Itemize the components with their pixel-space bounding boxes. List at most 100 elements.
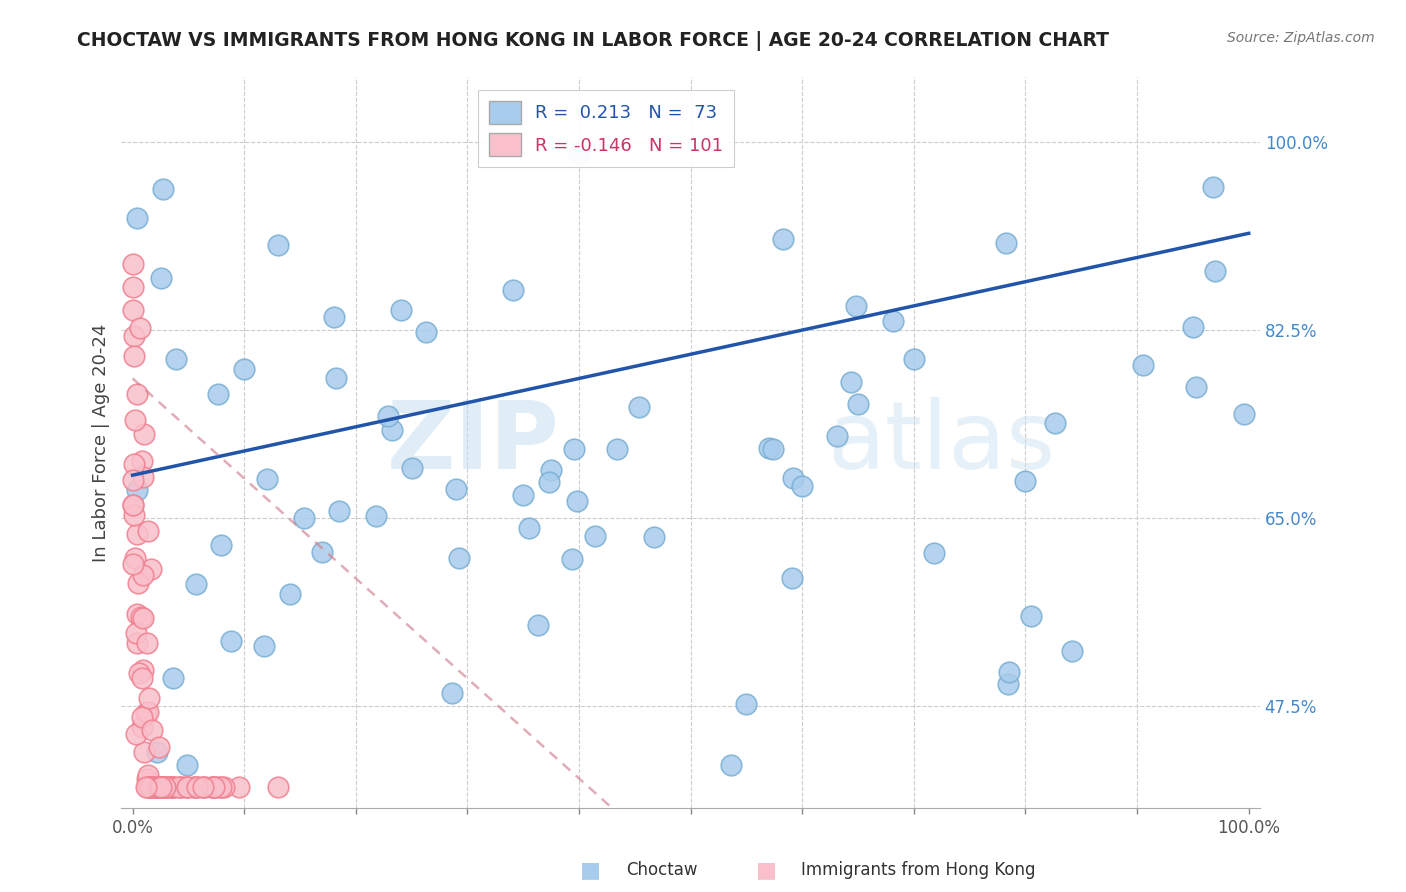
Point <box>643 530 665 544</box>
Point <box>845 299 868 313</box>
Point <box>233 361 256 376</box>
Point <box>381 423 404 437</box>
Point <box>292 510 315 524</box>
Point <box>141 780 163 794</box>
Point <box>214 780 236 794</box>
Point <box>512 488 534 502</box>
Point <box>148 780 170 794</box>
Point <box>125 727 148 741</box>
Point <box>129 610 152 624</box>
Point <box>839 376 862 390</box>
Point <box>127 607 149 621</box>
Point <box>159 780 181 794</box>
Legend: R =  0.213   N =  73, R = -0.146   N = 101: R = 0.213 N = 73, R = -0.146 N = 101 <box>478 90 734 167</box>
Point <box>135 706 157 720</box>
Point <box>139 780 162 794</box>
Point <box>202 780 225 794</box>
Point <box>150 780 173 794</box>
Point <box>145 780 167 794</box>
Point <box>132 427 155 442</box>
Point <box>170 780 193 794</box>
Point <box>131 720 153 734</box>
Point <box>444 482 467 496</box>
Point <box>568 146 591 161</box>
Point <box>124 551 146 566</box>
Point <box>139 562 162 576</box>
Point <box>139 780 162 794</box>
Point <box>186 780 208 794</box>
Point <box>311 545 333 559</box>
Point <box>772 232 794 246</box>
Point <box>565 493 588 508</box>
Point <box>131 454 153 468</box>
Point <box>122 473 145 487</box>
Point <box>142 780 165 794</box>
Text: ■: ■ <box>581 860 600 880</box>
Point <box>121 302 143 317</box>
Point <box>139 780 162 794</box>
Point <box>389 303 412 318</box>
Point <box>139 780 162 794</box>
Point <box>167 780 190 794</box>
Text: ZIP: ZIP <box>387 397 560 489</box>
Point <box>148 780 170 794</box>
Point <box>219 633 242 648</box>
Point <box>924 545 946 559</box>
Point <box>146 780 169 794</box>
Point <box>762 442 785 456</box>
Point <box>131 671 153 685</box>
Point <box>562 442 585 456</box>
Point <box>186 780 208 794</box>
Point <box>136 768 159 782</box>
Point <box>148 739 170 754</box>
Point <box>253 639 276 653</box>
Point <box>138 775 160 789</box>
Point <box>121 557 143 571</box>
Point <box>228 780 250 794</box>
Point <box>720 758 742 772</box>
Point <box>153 780 176 794</box>
Point <box>125 625 148 640</box>
Point <box>132 567 155 582</box>
Point <box>135 772 157 787</box>
Point <box>122 508 145 523</box>
Point <box>882 314 904 328</box>
Point <box>997 677 1019 691</box>
Point <box>194 780 217 794</box>
Point <box>183 780 205 794</box>
Point <box>827 429 849 443</box>
Point <box>561 552 583 566</box>
Text: Immigrants from Hong Kong: Immigrants from Hong Kong <box>801 861 1036 879</box>
Point <box>155 780 177 794</box>
Point <box>169 780 191 794</box>
Point <box>162 780 184 794</box>
Point <box>1181 320 1204 334</box>
Point <box>136 524 159 538</box>
Point <box>995 235 1018 250</box>
Point <box>1184 380 1206 394</box>
Point <box>122 280 145 294</box>
Point <box>138 691 160 706</box>
Point <box>209 780 232 794</box>
Point <box>131 710 153 724</box>
Point <box>162 780 184 794</box>
Point <box>1204 264 1226 278</box>
Text: Source: ZipAtlas.com: Source: ZipAtlas.com <box>1227 31 1375 45</box>
Point <box>322 310 344 324</box>
Point <box>122 457 145 471</box>
Point <box>209 538 232 552</box>
Point <box>152 182 174 196</box>
Point <box>124 413 146 427</box>
Point <box>517 521 540 535</box>
Point <box>122 498 145 512</box>
Text: CHOCTAW VS IMMIGRANTS FROM HONG KONG IN LABOR FORCE | AGE 20-24 CORRELATION CHAR: CHOCTAW VS IMMIGRANTS FROM HONG KONG IN … <box>77 31 1109 51</box>
Point <box>149 780 172 794</box>
Point <box>184 780 207 794</box>
Point <box>125 387 148 401</box>
Point <box>142 780 165 794</box>
Point <box>132 745 155 759</box>
Point <box>780 571 803 585</box>
Point <box>792 479 814 493</box>
Point <box>149 780 172 794</box>
Point <box>401 461 423 475</box>
